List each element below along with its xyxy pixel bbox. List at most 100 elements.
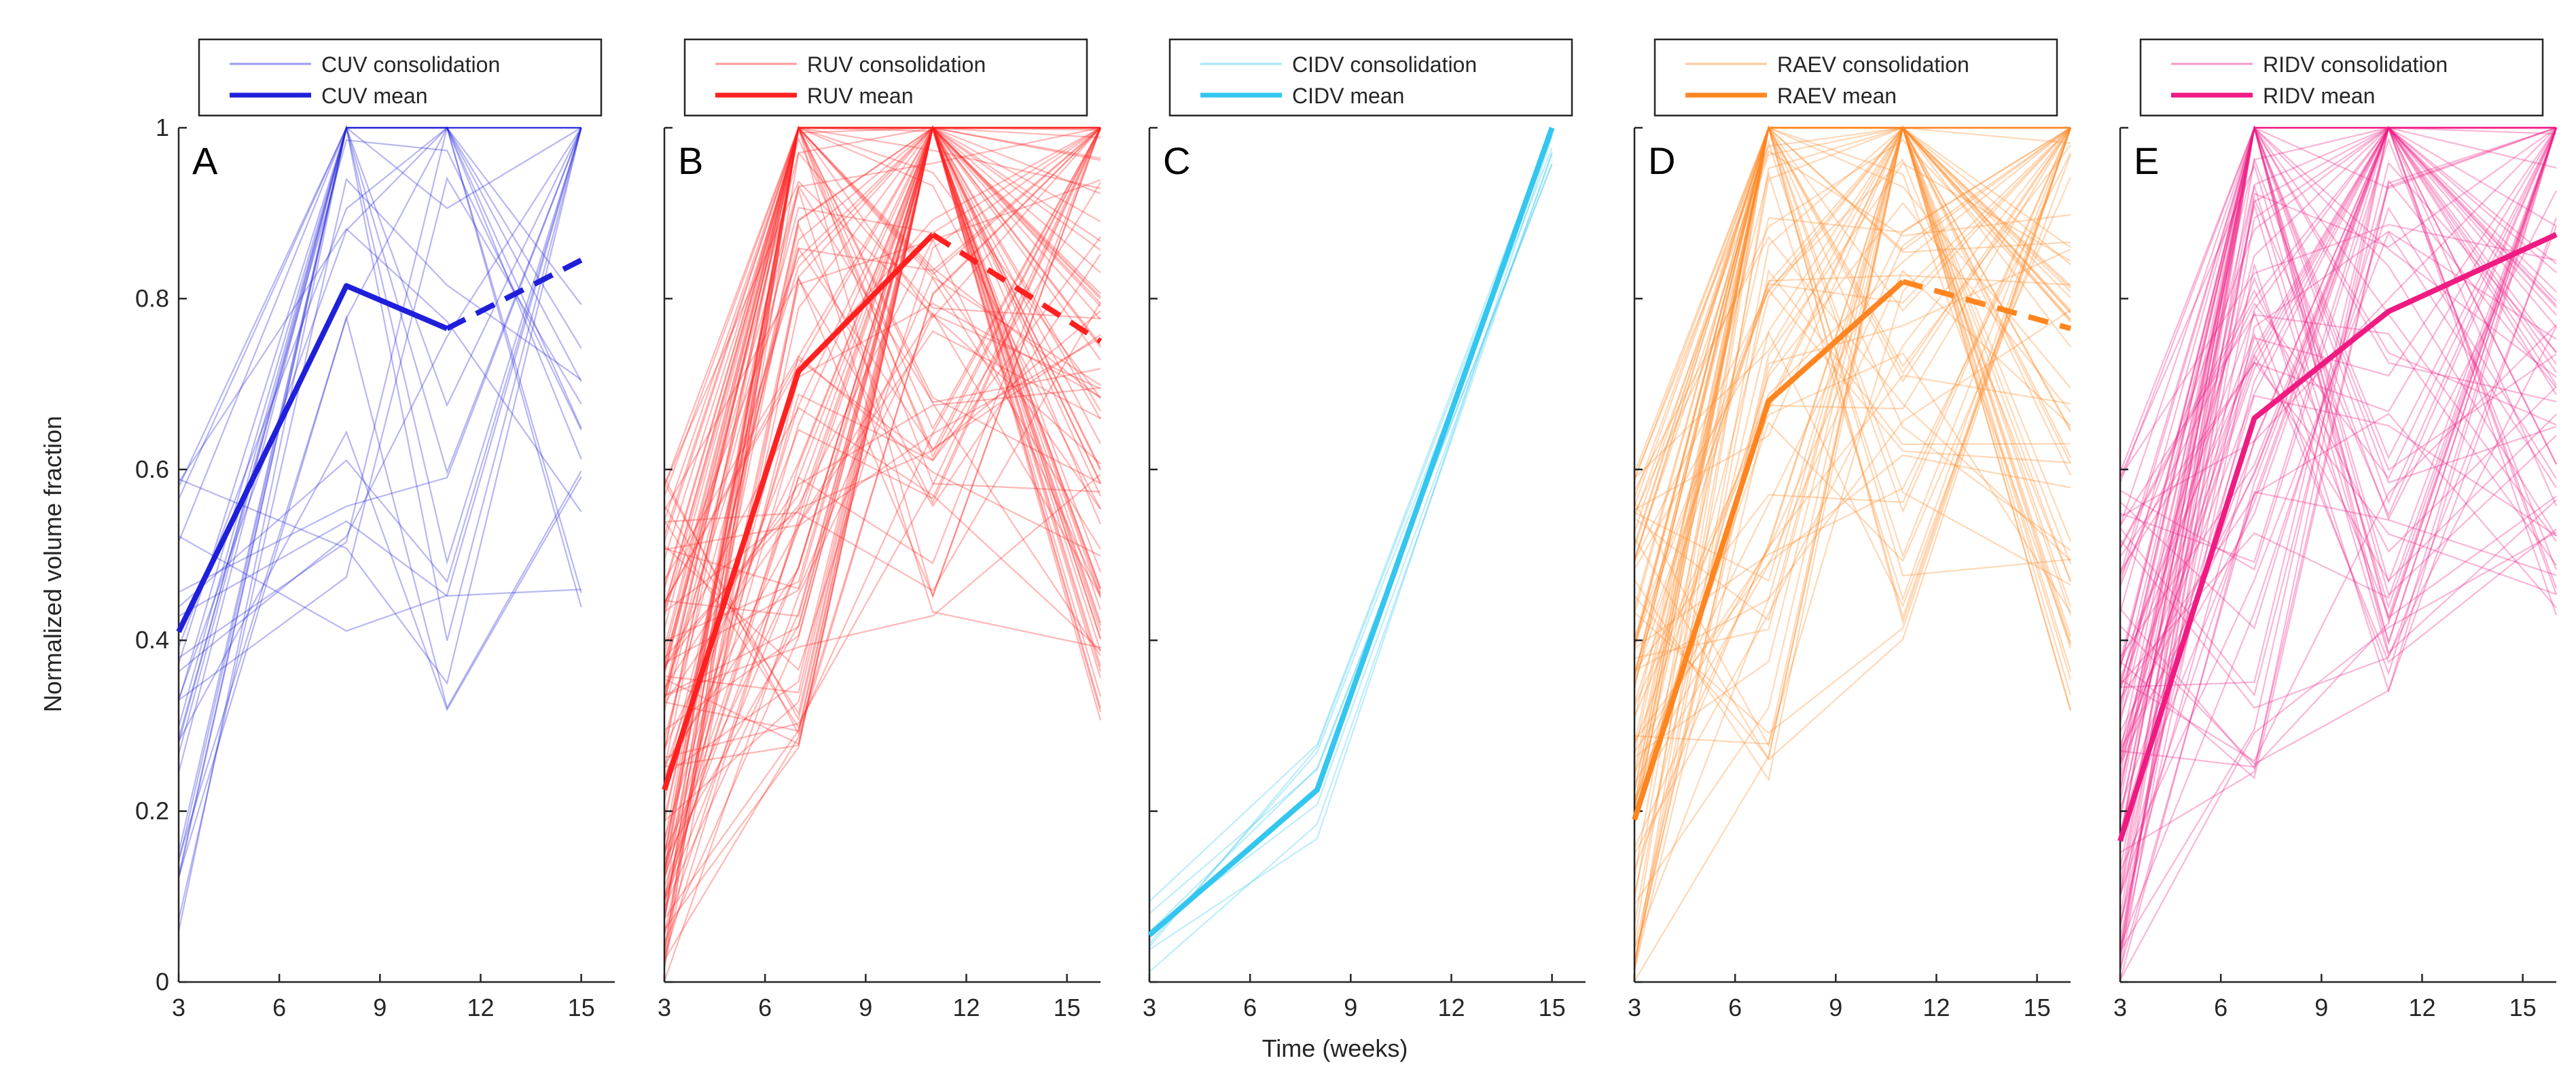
individual-trace-D	[1633, 125, 2072, 620]
x-tick-label: 12	[2408, 994, 2435, 1021]
individual-trace-B	[663, 125, 1101, 908]
individual-trace-E	[2119, 124, 2557, 885]
individual-trace-E	[2119, 179, 2557, 770]
x-tick-label: 3	[172, 994, 185, 1021]
individual-trace-B	[664, 127, 1101, 732]
individual-trace-B	[664, 127, 1101, 961]
individual-trace-B	[664, 127, 1101, 729]
individual-trace-D	[1633, 126, 2071, 561]
y-tick-label: 0	[156, 968, 169, 996]
individual-trace-B	[663, 126, 1101, 919]
individual-trace-B	[663, 302, 1101, 899]
individual-trace-B	[663, 126, 1102, 701]
individual-trace-E	[2119, 124, 2558, 714]
individual-trace-E	[2119, 124, 2557, 619]
mean-line-dashed-B	[931, 232, 1103, 344]
individual-trace-E	[2119, 126, 2556, 669]
individual-trace-E	[2119, 126, 2556, 563]
individual-trace-B	[663, 127, 1102, 900]
individual-trace-B	[663, 314, 1101, 982]
legend-label-mean: CUV mean	[321, 84, 428, 108]
individual-trace-E	[2119, 126, 2557, 833]
individual-trace-A	[177, 126, 582, 700]
individual-trace-B	[663, 129, 1102, 880]
individual-trace-D	[1633, 125, 2071, 771]
individual-trace-E	[2119, 126, 2557, 923]
individual-trace-D	[1633, 126, 2072, 780]
individual-trace-B	[664, 330, 1101, 550]
x-tick-label: 15	[1054, 994, 1081, 1021]
individual-trace-D	[1634, 374, 2071, 784]
individual-trace-B	[663, 125, 1101, 694]
x-tick-label: 3	[658, 994, 671, 1021]
individual-trace-B	[663, 247, 1101, 739]
individual-trace-B	[663, 183, 1101, 824]
individual-trace-B	[664, 125, 1102, 861]
individual-trace-D	[1633, 150, 2071, 517]
individual-trace-E	[2119, 395, 2557, 831]
x-tick-label: 15	[2024, 994, 2051, 1021]
individual-trace-D	[1634, 126, 2071, 582]
individual-trace-E	[2119, 126, 2557, 659]
individual-trace-D	[1633, 126, 2071, 548]
legend-box	[198, 38, 603, 117]
individual-trace-B	[664, 125, 1102, 853]
individual-trace-D	[1633, 126, 2072, 924]
individual-trace-B	[663, 126, 1101, 666]
individual-trace-B	[664, 276, 1101, 664]
individual-trace-D	[1634, 126, 2071, 671]
individual-trace-E	[2119, 217, 2558, 765]
individual-trace-B	[663, 126, 1101, 560]
individual-trace-E	[2119, 126, 2557, 665]
individual-trace-B	[664, 125, 1102, 678]
x-tick-label: 12	[1922, 994, 1950, 1021]
individual-trace-D	[1633, 126, 2072, 704]
individual-trace-E	[2119, 125, 2557, 790]
x-tick-label: 3	[2113, 994, 2127, 1021]
legend-box	[1168, 38, 1573, 117]
individual-trace-D	[1633, 126, 2072, 806]
individual-trace-B	[663, 126, 1101, 958]
individual-trace-E	[2119, 127, 2557, 577]
x-tick-label: 3	[1143, 994, 1156, 1021]
individual-trace-E	[2119, 125, 2558, 699]
mean-line-dashed-D	[1902, 279, 2072, 332]
individual-trace-D	[1633, 126, 2072, 608]
individual-trace-A	[177, 127, 582, 727]
individual-trace-B	[663, 126, 1102, 968]
individual-trace-E	[2119, 413, 2557, 896]
individual-trace-D	[1634, 126, 2071, 758]
legend-box	[683, 38, 1088, 117]
individual-trace-E	[2119, 127, 2557, 821]
individual-trace-B	[664, 126, 1101, 777]
individual-trace-B	[663, 126, 1101, 611]
individual-trace-A	[178, 127, 582, 632]
individual-trace-A	[177, 126, 582, 542]
individual-trace-D	[1633, 201, 2071, 814]
individual-trace-B	[664, 182, 1101, 603]
x-tick-label: 15	[568, 994, 595, 1021]
individual-trace-E	[2119, 125, 2558, 646]
individual-trace-D	[1634, 127, 2071, 854]
individual-trace-A	[177, 126, 582, 773]
individual-trace-E	[2119, 332, 2557, 690]
individual-trace-D	[1634, 126, 2071, 562]
individual-trace-D	[1633, 126, 2072, 712]
y-tick-label: 0.8	[135, 284, 169, 312]
individual-trace-B	[663, 187, 1101, 703]
x-tick-label: 6	[1243, 994, 1257, 1021]
individual-trace-A	[178, 126, 582, 487]
individual-trace-B	[664, 126, 1101, 822]
individual-trace-B	[663, 127, 1101, 712]
individual-trace-B	[664, 125, 1102, 642]
x-tick-label: 15	[1539, 994, 1566, 1021]
individual-trace-D	[1633, 126, 2071, 869]
individual-trace-D	[1633, 126, 2071, 824]
individual-trace-D	[1633, 127, 2071, 638]
individual-trace-E	[2119, 126, 2556, 584]
individual-trace-B	[663, 126, 1102, 693]
panel-B: 3 6 9 12 15 B RUV consolidation RUV mean	[658, 38, 1103, 1021]
individual-trace-E	[2119, 361, 2557, 595]
individual-trace-E	[2119, 125, 2558, 981]
